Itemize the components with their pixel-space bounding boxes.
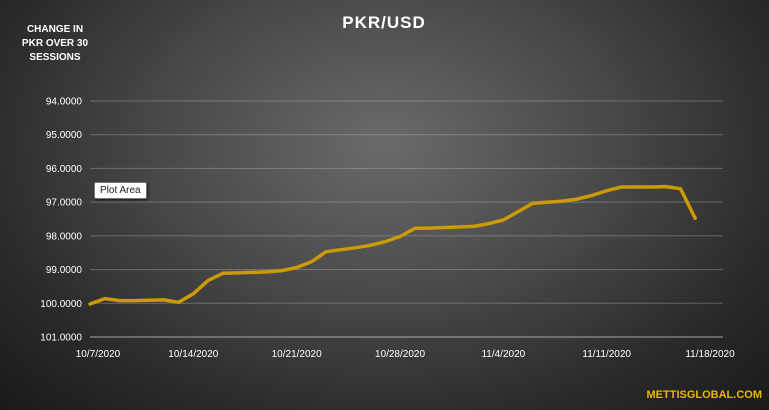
y-tick-label: 97.0000 — [46, 198, 83, 209]
data-point — [620, 185, 623, 189]
data-point — [103, 297, 107, 300]
data-point — [635, 185, 638, 189]
series-line — [88, 184, 697, 306]
y-tick-label: 98.0000 — [46, 231, 83, 242]
data-point — [413, 227, 416, 230]
y-tick-label: 99.0000 — [46, 265, 83, 276]
data-point — [384, 240, 387, 243]
x-tick-label: 10/21/2020 — [272, 349, 322, 360]
chart-title: PKR/USD — [342, 13, 426, 32]
y-tick-label: 94.0000 — [46, 97, 83, 108]
side-label-line-2: PKR OVER 30 — [22, 38, 89, 49]
x-tick-label: 10/14/2020 — [168, 349, 218, 360]
data-point — [694, 217, 697, 220]
y-tick-label: 96.0000 — [46, 164, 83, 175]
data-point — [472, 225, 475, 228]
data-point — [221, 272, 225, 275]
data-point — [133, 299, 136, 302]
data-point — [531, 202, 535, 205]
data-point — [590, 194, 594, 197]
data-point — [502, 218, 505, 222]
data-point — [325, 250, 328, 253]
data-point — [369, 244, 372, 247]
data-point — [88, 302, 92, 306]
data-point — [679, 187, 682, 190]
x-tick-label: 10/28/2020 — [375, 349, 425, 360]
data-point — [649, 185, 653, 189]
x-tick-label: 11/18/2020 — [685, 349, 735, 360]
data-point — [162, 298, 165, 302]
side-label-line-3: SESSIONS — [29, 52, 80, 63]
data-point — [265, 270, 269, 274]
data-point — [428, 226, 431, 230]
data-point — [605, 189, 608, 192]
data-point — [487, 222, 490, 225]
x-tick-label: 11/11/2020 — [582, 349, 631, 360]
data-point — [516, 210, 520, 213]
data-point — [236, 271, 239, 275]
axis-labels: 94.0000 95.0000 96.0000 97.0000 98.0000 99.00… — [40, 97, 735, 361]
data-point — [664, 185, 667, 188]
x-tick-label: 10/7/2020 — [76, 349, 121, 360]
data-point — [310, 260, 313, 263]
y-tick-label: 100.0000 — [40, 299, 82, 310]
y-tick-label: 95.0000 — [46, 130, 83, 141]
data-point — [206, 279, 210, 282]
x-tick-label: 11/4/2020 — [481, 349, 525, 360]
plot-area-tooltip: Plot Area — [94, 182, 147, 199]
data-point — [561, 199, 564, 203]
side-label-line-1: CHANGE IN — [27, 24, 83, 35]
data-point — [398, 235, 402, 238]
data-point — [354, 246, 357, 249]
grid-lines — [90, 100, 723, 338]
data-point — [575, 197, 579, 201]
y-tick-label: 101.0000 — [40, 333, 82, 344]
series-layer — [88, 184, 697, 306]
data-point — [118, 299, 121, 302]
data-point — [295, 266, 298, 269]
data-point — [280, 269, 284, 272]
watermark-text: METTISGLOBAL.COM — [647, 389, 763, 401]
data-point — [192, 292, 195, 295]
data-point — [177, 301, 180, 304]
